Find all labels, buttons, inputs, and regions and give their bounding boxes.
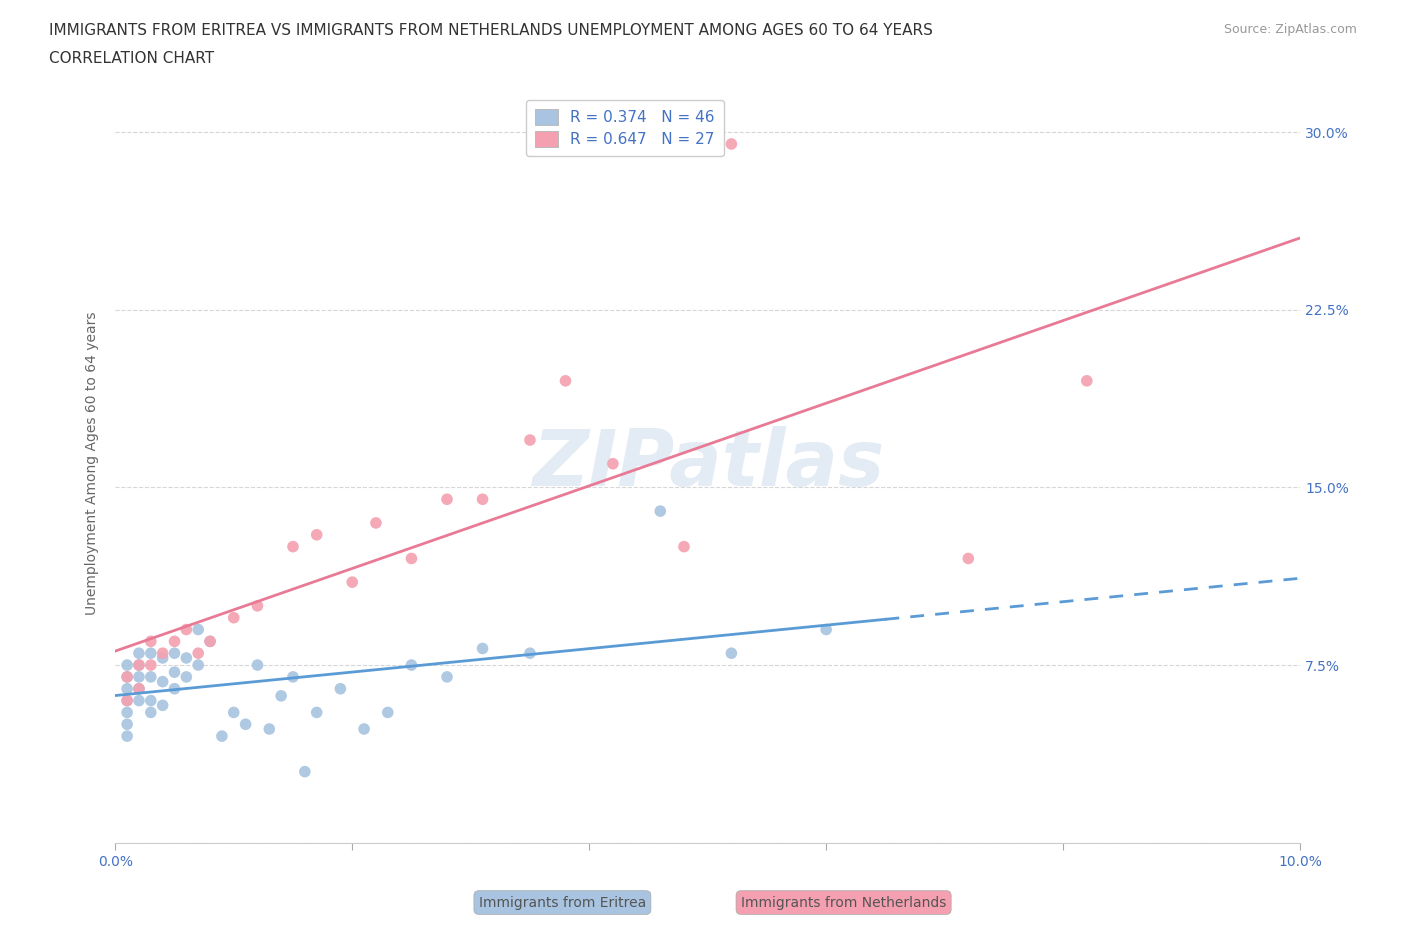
Point [471,492,494,507]
Point [152,698,174,712]
Text: Immigrants from Netherlands: Immigrants from Netherlands [741,896,946,910]
Point [270,688,292,703]
Point [115,658,138,672]
Point [115,670,138,684]
Point [139,634,162,649]
Point [519,432,541,447]
Point [128,658,150,672]
Point [957,551,980,566]
Point [672,539,695,554]
Point [305,705,328,720]
Text: Source: ZipAtlas.com: Source: ZipAtlas.com [1223,23,1357,36]
Point [259,722,281,737]
Point [176,650,198,665]
Point [353,722,375,737]
Point [128,670,150,684]
Point [176,622,198,637]
Point [115,682,138,697]
Point [163,665,186,680]
Point [294,764,316,779]
Point [235,717,257,732]
Point [436,492,458,507]
Point [436,670,458,684]
Point [152,645,174,660]
Point [139,693,162,708]
Point [163,682,186,697]
Point [115,705,138,720]
Point [602,457,624,472]
Point [650,504,672,519]
Point [176,670,198,684]
Y-axis label: Unemployment Among Ages 60 to 64 years: Unemployment Among Ages 60 to 64 years [86,312,100,616]
Text: IMMIGRANTS FROM ERITREA VS IMMIGRANTS FROM NETHERLANDS UNEMPLOYMENT AMONG AGES 6: IMMIGRANTS FROM ERITREA VS IMMIGRANTS FR… [49,23,934,38]
Point [128,658,150,672]
Point [139,658,162,672]
Point [115,693,138,708]
Point [401,551,423,566]
Point [720,645,742,660]
Point [211,729,233,744]
Point [519,645,541,660]
Point [720,137,742,152]
Point [187,645,209,660]
Point [364,515,387,530]
Point [152,650,174,665]
Point [246,598,269,613]
Point [115,717,138,732]
Point [401,658,423,672]
Point [152,674,174,689]
Text: ZIPatlas: ZIPatlas [531,426,884,501]
Point [554,373,576,388]
Point [139,645,162,660]
Point [471,641,494,656]
Point [139,670,162,684]
Point [128,682,150,697]
Point [187,658,209,672]
Point [163,645,186,660]
Point [281,539,304,554]
Point [115,693,138,708]
Point [115,729,138,744]
Point [198,634,221,649]
Point [281,670,304,684]
Legend: R = 0.374   N = 46, R = 0.647   N = 27: R = 0.374 N = 46, R = 0.647 N = 27 [526,100,724,156]
Point [329,682,352,697]
Point [163,634,186,649]
Point [198,634,221,649]
Point [128,682,150,697]
Point [115,670,138,684]
Point [222,705,245,720]
Point [187,622,209,637]
Point [342,575,364,590]
Point [246,658,269,672]
Point [139,705,162,720]
Text: CORRELATION CHART: CORRELATION CHART [49,51,214,66]
Point [815,622,838,637]
Text: Immigrants from Eritrea: Immigrants from Eritrea [479,896,645,910]
Point [128,693,150,708]
Point [222,610,245,625]
Point [1076,373,1098,388]
Point [128,645,150,660]
Point [305,527,328,542]
Point [377,705,399,720]
